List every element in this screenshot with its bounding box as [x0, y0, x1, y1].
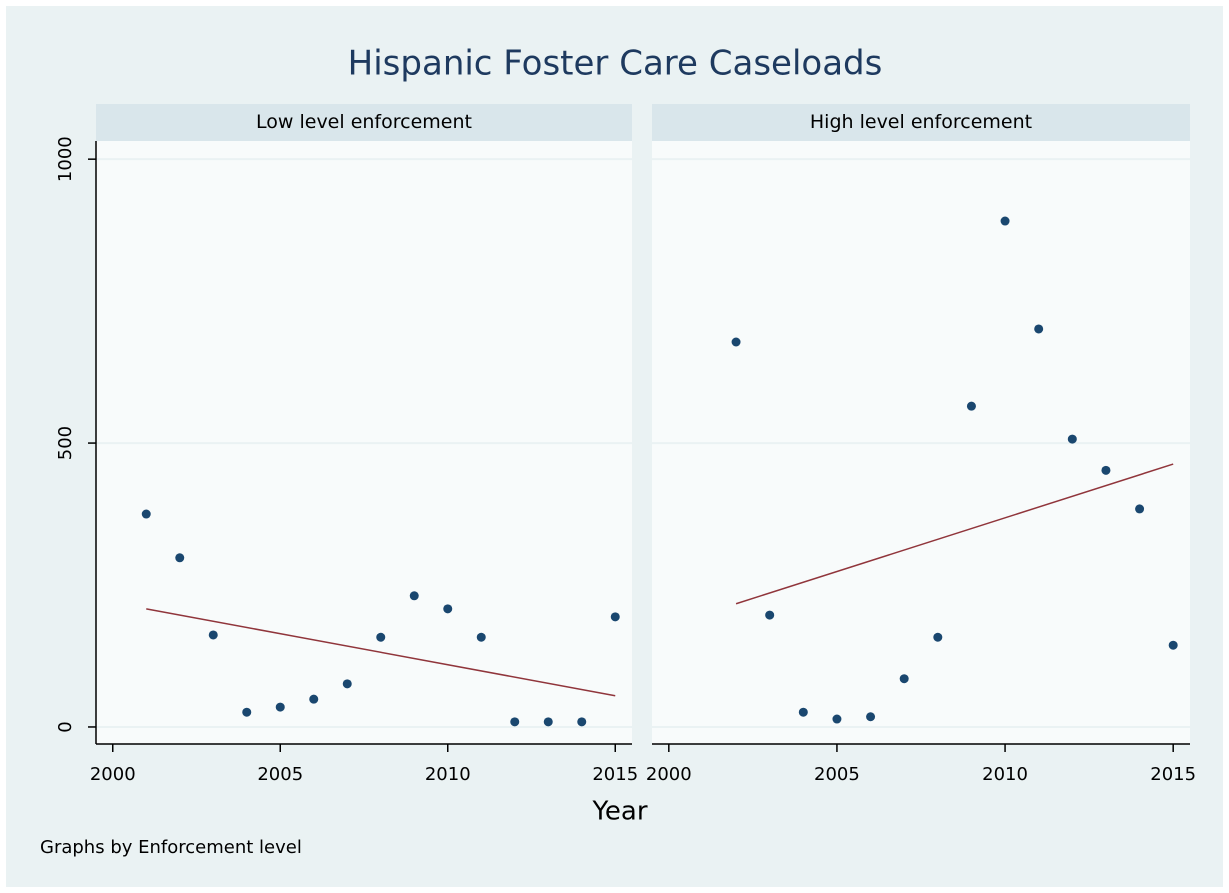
- x-tick-label: 2000: [646, 764, 692, 785]
- point: [1000, 216, 1010, 226]
- x-tick-label: 2015: [1150, 764, 1196, 785]
- point: [208, 630, 218, 640]
- x-tick-label: 2005: [814, 764, 860, 785]
- fit-line: [146, 608, 616, 697]
- point: [543, 717, 553, 727]
- y-tick-label: 1000: [55, 136, 76, 182]
- fit-line: [735, 463, 1174, 605]
- point: [966, 401, 976, 411]
- point: [376, 632, 386, 642]
- x-tick-label: 2010: [425, 764, 471, 785]
- point: [1034, 324, 1044, 334]
- point: [899, 674, 909, 684]
- x-tick-label: 2000: [90, 764, 136, 785]
- point: [1168, 640, 1178, 650]
- point: [933, 632, 943, 642]
- point: [1067, 434, 1077, 444]
- point: [510, 717, 520, 727]
- point: [577, 717, 587, 727]
- point: [731, 337, 741, 347]
- point: [443, 604, 453, 614]
- point: [175, 553, 185, 563]
- chart-title: Hispanic Foster Care Caseloads: [348, 44, 883, 84]
- x-tick-label: 2005: [257, 764, 303, 785]
- point: [832, 714, 842, 724]
- note: Graphs by Enforcement level: [40, 837, 302, 858]
- y-tick-label: 0: [55, 721, 76, 732]
- panel-title: High level enforcement: [810, 111, 1032, 133]
- point: [342, 679, 352, 689]
- point: [866, 712, 876, 722]
- x-tick-label: 2010: [982, 764, 1028, 785]
- point: [476, 632, 486, 642]
- point: [765, 610, 775, 620]
- x-axis-title: Year: [591, 797, 647, 827]
- point: [309, 694, 319, 704]
- panel-title: Low level enforcement: [256, 111, 472, 133]
- point: [141, 509, 151, 519]
- strip: [96, 104, 632, 141]
- point: [275, 702, 285, 712]
- x-tick-label: 2015: [592, 764, 638, 785]
- y-tick-label: 500: [55, 426, 76, 460]
- point: [798, 707, 808, 717]
- point: [1135, 504, 1145, 514]
- point: [1101, 465, 1111, 475]
- point: [610, 612, 620, 622]
- point: [242, 707, 252, 717]
- point: [409, 591, 419, 601]
- strip: [652, 104, 1190, 141]
